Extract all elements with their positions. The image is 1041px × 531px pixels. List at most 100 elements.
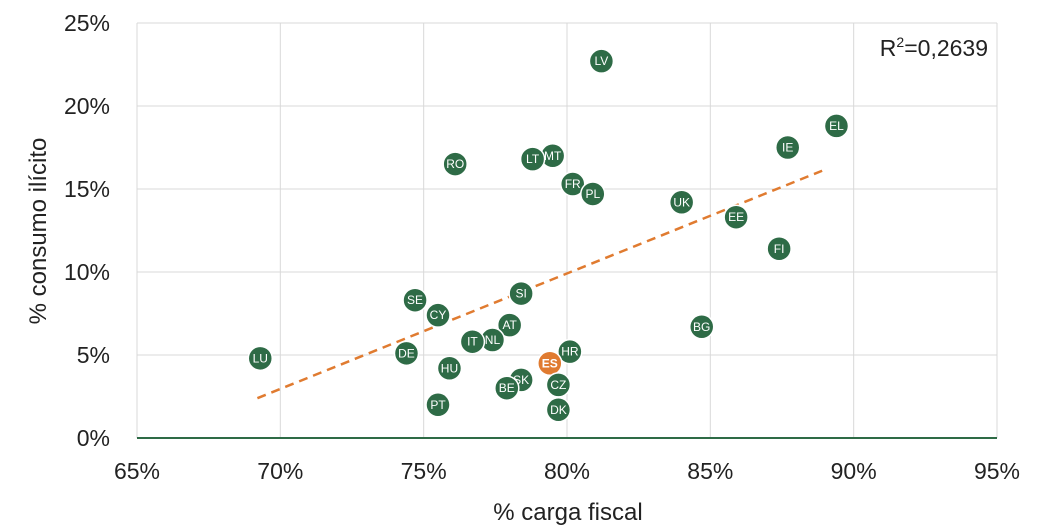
y-tick-label: 20% bbox=[64, 93, 110, 119]
data-point-marker bbox=[823, 113, 850, 139]
data-point-label: UK bbox=[673, 195, 690, 209]
data-point-label: RO bbox=[446, 157, 464, 171]
data-point-label: EE bbox=[728, 210, 744, 224]
data-point-marker bbox=[496, 312, 523, 338]
x-tick-label: 90% bbox=[831, 458, 877, 484]
y-axis-ticks: 0% 5% 10% 15% 20% 25% bbox=[64, 10, 110, 451]
data-point-label: ES bbox=[542, 356, 558, 370]
data-point-label: HR bbox=[561, 345, 579, 359]
data-point-si: SI bbox=[508, 280, 534, 307]
data-point-hr: HR bbox=[557, 338, 583, 365]
data-point-marker bbox=[588, 48, 615, 74]
data-point-label: LT bbox=[526, 152, 540, 166]
data-point-de: DE bbox=[393, 340, 420, 367]
y-tick-label: 0% bbox=[77, 425, 110, 451]
data-point-marker bbox=[247, 345, 274, 372]
x-tick-label: 85% bbox=[687, 458, 733, 484]
r-squared-prefix: R bbox=[880, 35, 897, 61]
data-point-label: CY bbox=[430, 308, 447, 322]
data-point-lv: LV bbox=[588, 48, 615, 74]
x-tick-label: 65% bbox=[114, 458, 160, 484]
data-point-it: IT bbox=[459, 328, 486, 355]
data-point-dk: DK bbox=[545, 397, 572, 423]
data-point-label: DK bbox=[550, 403, 567, 417]
data-point-marker bbox=[459, 328, 486, 355]
data-point-marker bbox=[766, 236, 792, 262]
data-point-label: HU bbox=[441, 361, 458, 375]
data-point-marker bbox=[494, 375, 520, 401]
data-point-label: AT bbox=[502, 318, 517, 332]
grid-lines bbox=[136, 22, 998, 438]
data-point-fr: FR bbox=[559, 171, 586, 197]
data-point-label: BE bbox=[499, 381, 515, 395]
x-tick-label: 70% bbox=[257, 458, 303, 484]
data-point-label: PL bbox=[585, 187, 600, 201]
data-point-label: SI bbox=[515, 287, 526, 301]
data-point-hu: HU bbox=[436, 355, 463, 382]
data-point-marker bbox=[559, 171, 586, 197]
data-point-marker bbox=[425, 302, 451, 328]
data-point-lu: LU bbox=[247, 345, 274, 372]
data-point-marker bbox=[537, 350, 563, 377]
data-point-se: SE bbox=[402, 287, 428, 313]
data-point-label: LU bbox=[253, 351, 268, 365]
data-points: LV EL IE MT LT RO FR PL UK EE FI SI SE CY AT BG NL IT HR DE… bbox=[247, 48, 850, 423]
data-point-fi: FI bbox=[766, 236, 792, 262]
y-tick-label: 15% bbox=[64, 176, 110, 202]
trendline bbox=[256, 169, 823, 400]
data-point-marker bbox=[580, 181, 606, 207]
data-point-label: LV bbox=[595, 54, 609, 68]
data-point-marker bbox=[774, 134, 801, 161]
data-point-label: FI bbox=[774, 242, 785, 256]
r-squared-value: =0,2639 bbox=[904, 35, 988, 61]
data-point-be: BE bbox=[494, 375, 520, 401]
data-point-label: SE bbox=[407, 293, 423, 307]
data-point-label: IT bbox=[467, 335, 478, 349]
data-point-marker bbox=[425, 392, 451, 418]
data-point-es: ES bbox=[537, 350, 563, 377]
data-point-label: NL bbox=[485, 333, 501, 347]
data-point-uk: UK bbox=[668, 189, 695, 216]
data-point-el: EL bbox=[823, 113, 850, 139]
y-tick-label: 25% bbox=[64, 10, 110, 36]
data-point-marker bbox=[393, 340, 420, 367]
data-point-marker bbox=[442, 151, 468, 177]
x-tick-label: 80% bbox=[544, 458, 590, 484]
data-point-label: PT bbox=[430, 398, 446, 412]
data-point-marker bbox=[519, 146, 546, 172]
data-point-marker bbox=[436, 355, 463, 382]
data-point-label: CZ bbox=[550, 378, 566, 392]
data-point-pl: PL bbox=[580, 181, 606, 207]
data-point-cz: CZ bbox=[545, 372, 572, 398]
data-point-marker bbox=[688, 314, 715, 340]
data-point-label: IE bbox=[782, 141, 793, 155]
data-point-at: AT bbox=[496, 312, 523, 338]
data-point-marker bbox=[508, 280, 534, 307]
data-point-ee: EE bbox=[723, 204, 749, 230]
x-tick-label: 75% bbox=[401, 458, 447, 484]
data-point-marker bbox=[668, 189, 695, 216]
data-point-marker bbox=[402, 287, 428, 313]
data-point-ie: IE bbox=[774, 134, 801, 161]
data-point-cy: CY bbox=[425, 302, 451, 328]
y-tick-label: 5% bbox=[77, 342, 110, 368]
data-point-label: MT bbox=[544, 149, 562, 163]
r-squared-annotation: R2=0,2639 bbox=[880, 34, 988, 61]
x-axis-ticks: 65% 70% 75% 80% 85% 90% 95% bbox=[114, 458, 1020, 484]
y-tick-label: 10% bbox=[64, 259, 110, 285]
data-point-label: EL bbox=[829, 119, 844, 133]
data-point-mt: MT bbox=[539, 143, 566, 169]
r-squared-superscript: 2 bbox=[896, 34, 904, 50]
data-point-bg: BG bbox=[688, 314, 715, 340]
data-point-lt: LT bbox=[519, 146, 546, 172]
data-point-marker bbox=[723, 204, 749, 230]
x-tick-label: 95% bbox=[974, 458, 1020, 484]
x-axis-title: % carga fiscal bbox=[493, 499, 642, 526]
data-point-marker bbox=[545, 397, 572, 423]
data-point-label: FR bbox=[565, 177, 581, 191]
data-point-marker bbox=[545, 372, 572, 398]
data-point-label: BG bbox=[693, 320, 710, 334]
data-point-marker bbox=[557, 338, 583, 365]
data-point-label: DE bbox=[398, 346, 415, 360]
